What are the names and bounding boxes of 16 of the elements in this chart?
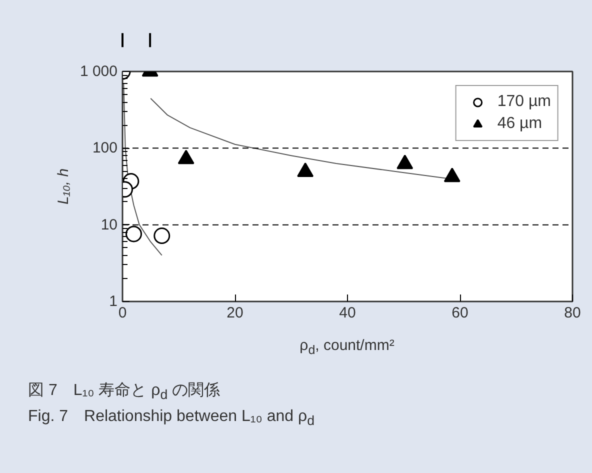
line-series <box>123 82 162 256</box>
x-axis-title: ρ$_{d}$, count/mm² <box>300 336 394 359</box>
x-tick-label: 20 <box>226 304 244 322</box>
y-tick-label: 1 <box>109 293 118 310</box>
legend-label: 170 µm <box>497 93 551 111</box>
x-tick-label: 40 <box>339 304 356 322</box>
legend-label: 46 µm <box>497 115 542 133</box>
caption: Fig. 7 Relationship between L₁₀ and ρ$_{d}$ <box>28 408 314 428</box>
y-axis-title: L₁₀, h <box>54 168 72 205</box>
y-tick-label: 10 <box>100 216 118 234</box>
x-tick-label: 80 <box>564 304 581 322</box>
caption: 図 7 L₁₀ 寿命と ρ$_{d}$ の関係 <box>28 382 220 402</box>
y-tick-label: 1 000 <box>80 63 118 80</box>
x-tick-label: 60 <box>452 304 468 322</box>
x-tick-label: 0 <box>118 304 127 322</box>
y-tick-label: 100 <box>92 140 118 157</box>
